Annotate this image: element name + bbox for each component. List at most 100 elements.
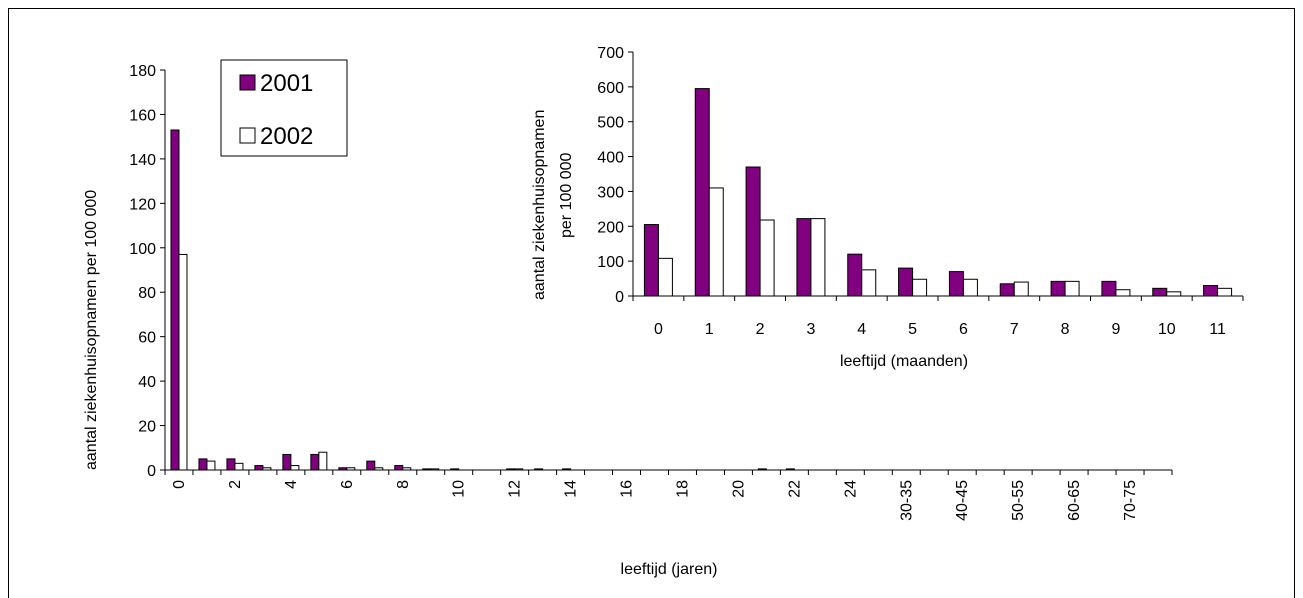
main-bar-2001-7 (366, 460, 376, 471)
main-bar-2001-9 (422, 468, 432, 471)
main-bar-2001-12 (506, 468, 516, 471)
inset-y-tick-label: 300 (597, 184, 624, 201)
inset-x-tick-label: 8 (1061, 321, 1070, 338)
inset-bar-2002-4 (861, 269, 877, 297)
main-y-tick-label: 100 (129, 241, 156, 258)
main-x-tick-label: 4 (283, 480, 300, 489)
main-x-tick-label: 70-75 (1122, 480, 1139, 521)
main-bar-2001-13 (534, 468, 544, 471)
inset-bar-2001-10 (1152, 287, 1168, 297)
inset-bar-2002-2 (759, 219, 775, 297)
inset-y-tick-label: 100 (597, 254, 624, 271)
inset-bar-2002-3 (810, 218, 826, 297)
main-bar-2002-1 (206, 460, 216, 471)
inset-x-tick-label: 2 (756, 321, 765, 338)
inset-x-tick-label: 10 (1158, 321, 1176, 338)
inset-bar-2002-1 (708, 187, 724, 297)
inset-bar-2002-8 (1064, 280, 1080, 297)
inset-bar-2002-11 (1217, 287, 1233, 297)
inset-bar-2002-0 (657, 257, 673, 297)
inset-bar-2002-7 (1013, 281, 1029, 297)
inset-bar-2001-1 (694, 88, 710, 297)
inset-bar-2001-2 (745, 166, 761, 297)
main-chart: aantal ziekenhuisopnamen per 100 000 lee… (83, 63, 1173, 578)
chart-frame (8, 8, 1295, 598)
inset-y-tick-label: 200 (597, 219, 624, 236)
legend-swatch-2001 (239, 74, 256, 91)
main-y-tick-label: 80 (138, 285, 156, 302)
main-bar-2001-0 (170, 129, 180, 471)
main-x-tick-label: 30-35 (898, 480, 915, 521)
main-bar-2002-9 (430, 468, 440, 471)
main-x-tick-label: 14 (563, 480, 580, 498)
main-x-tick-label: 12 (507, 480, 524, 498)
inset-bar-2001-6 (948, 271, 964, 297)
legend: 2001 2002 (220, 59, 348, 157)
main-x-tick-label: 60-65 (1066, 480, 1083, 521)
main-bar-2001-3 (254, 465, 264, 471)
main-x-tick-label: 8 (395, 480, 412, 489)
main-x-tick-label: 2 (227, 480, 244, 489)
main-bar-2001-5 (310, 453, 320, 471)
main-x-tick-label: 24 (842, 480, 859, 498)
main-bar-2002-3 (262, 467, 272, 471)
main-x-tick-label: 40-45 (954, 480, 971, 521)
main-x-tick-label: 22 (786, 480, 803, 498)
main-x-tick-label: 16 (619, 480, 636, 498)
main-bar-2002-5 (318, 451, 328, 471)
main-y-tick-label: 140 (129, 152, 156, 169)
inset-x-tick-label: 11 (1209, 321, 1226, 338)
inset-y-tick-label: 400 (597, 150, 624, 167)
main-y-tick-label: 120 (129, 196, 156, 213)
main-bar-2001-14 (562, 468, 572, 471)
main-bar-2001-6 (338, 467, 348, 471)
inset-y-axis-title-line-1: aantal ziekenhuisopnamen (531, 110, 548, 300)
main-bar-2001-10 (450, 468, 460, 471)
inset-bar-2001-8 (1050, 280, 1066, 297)
inset-x-tick-label: 7 (1010, 321, 1019, 338)
main-bar-2001-1 (198, 458, 208, 471)
inset-y-axis-title-line-2: per 100 000 (558, 152, 575, 238)
main-x-tick-label: 0 (171, 480, 188, 489)
inset-bar-2001-11 (1203, 285, 1219, 297)
main-bar-2001-2 (226, 458, 236, 471)
main-bar-2001-8 (394, 465, 404, 471)
main-x-tick-label: 10 (451, 480, 468, 498)
main-x-axis-title: leeftijd (jaren) (621, 561, 718, 578)
main-bar-2002-6 (346, 467, 356, 471)
inset-x-tick-label: 1 (705, 321, 714, 338)
inset-bar-2002-9 (1115, 289, 1131, 297)
inset-bar-2002-5 (912, 278, 928, 297)
main-bar-2002-0 (178, 253, 188, 471)
main-y-tick-label: 40 (138, 374, 156, 391)
main-y-tick-label: 60 (138, 330, 156, 347)
inset-x-tick-label: 0 (654, 321, 663, 338)
main-y-tick-label: 0 (147, 463, 156, 480)
inset-x-axis-title: leeftijd (maanden) (840, 353, 968, 370)
main-bar-2001-22 (785, 468, 795, 471)
main-y-tick-label: 180 (129, 63, 156, 80)
legend-label-2001: 2001 (260, 70, 313, 97)
main-x-tick-label: 20 (730, 480, 747, 498)
main-bar-2001-21 (757, 468, 767, 471)
inset-y-tick-label: 500 (597, 115, 624, 132)
inset-bar-2001-4 (847, 253, 863, 297)
inset-bar-2001-5 (898, 267, 914, 297)
inset-bar-2001-7 (999, 283, 1015, 297)
main-x-tick-label: 6 (339, 480, 356, 489)
main-bar-2002-4 (290, 465, 300, 471)
main-bar-2002-7 (374, 467, 384, 471)
inset-bar-2001-9 (1101, 280, 1117, 297)
inset-y-tick-label: 700 (597, 45, 624, 62)
inset-x-tick-label: 3 (806, 321, 815, 338)
inset-bar-2001-3 (796, 218, 812, 297)
main-bar-2001-4 (282, 453, 292, 471)
legend-label-2002: 2002 (260, 123, 313, 150)
inset-chart: aantal ziekenhuisopnamen per 100 000 lee… (531, 45, 1244, 370)
main-bar-2002-2 (234, 462, 244, 471)
inset-x-tick-label: 9 (1111, 321, 1120, 338)
inset-y-tick-label: 0 (615, 289, 624, 306)
inset-y-tick-label: 600 (597, 80, 624, 97)
inset-bar-2001-0 (643, 224, 659, 297)
main-y-axis-title: aantal ziekenhuisopnamen per 100 000 (83, 190, 100, 470)
